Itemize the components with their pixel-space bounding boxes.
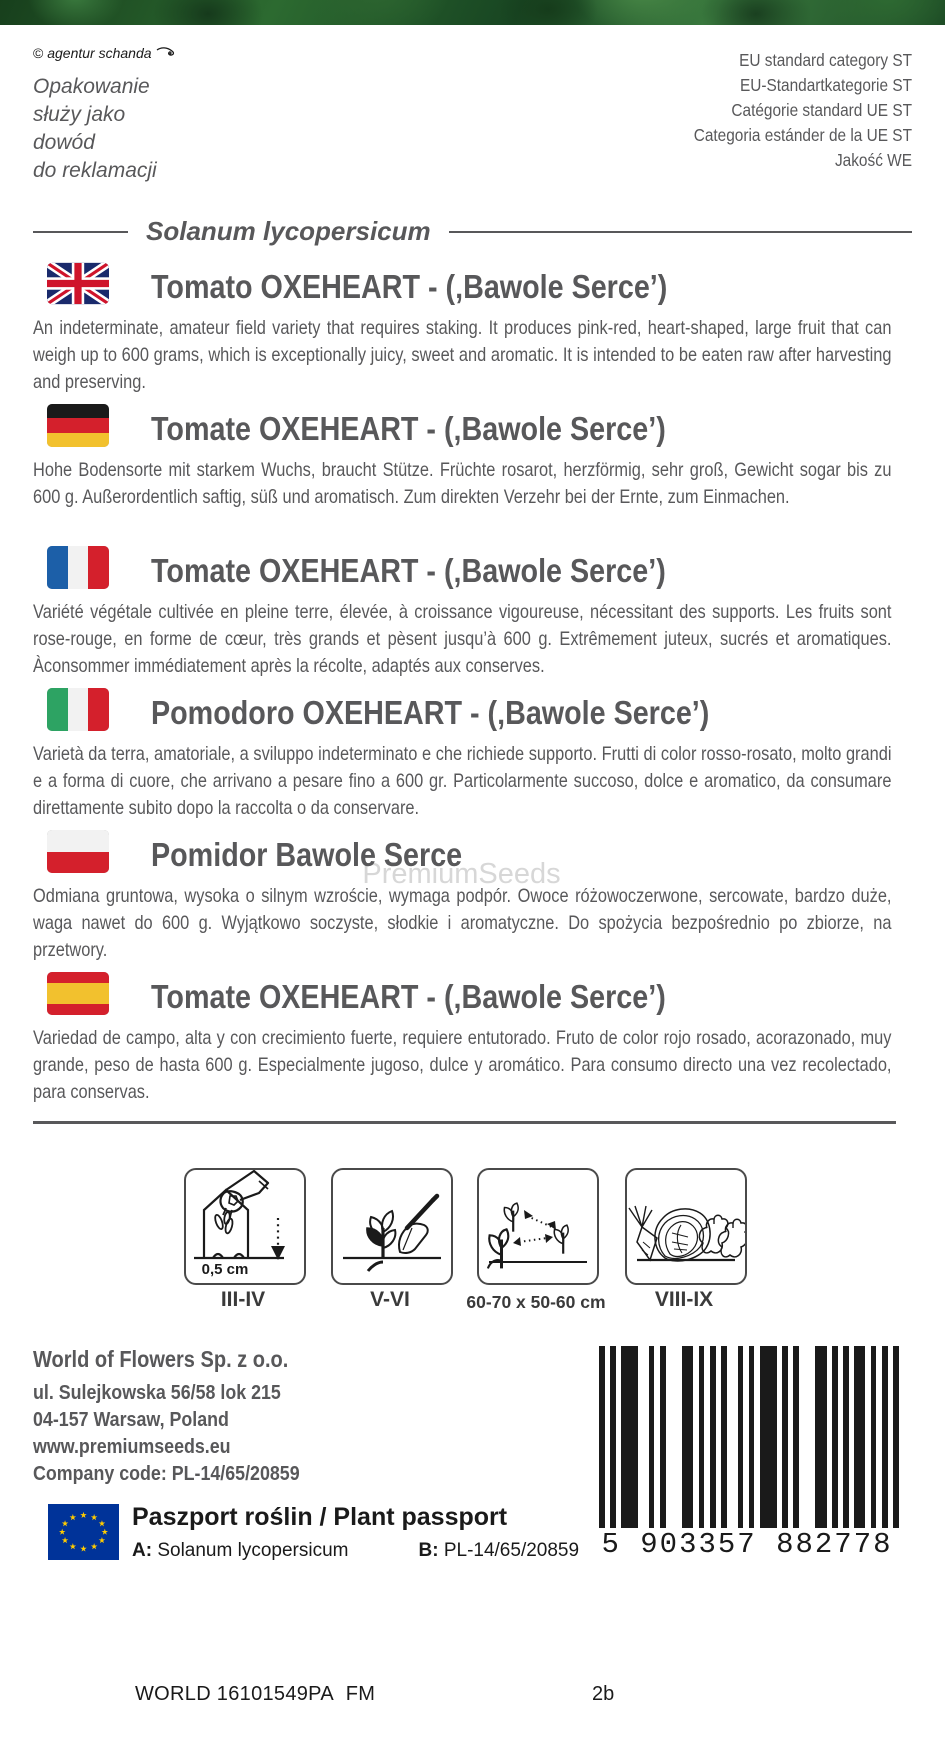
svg-text:0,5 cm: 0,5 cm bbox=[202, 1261, 249, 1278]
